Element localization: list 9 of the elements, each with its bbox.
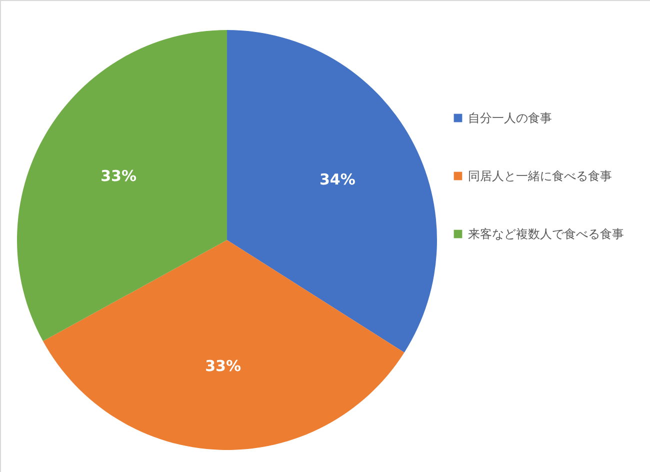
legend-label: 同居人と一緒に食べる食事 <box>468 169 612 183</box>
legend-label: 来客など複数人で食べる食事 <box>468 227 624 241</box>
pie-slice <box>227 30 437 353</box>
pie-slice <box>17 30 227 342</box>
pie-slice <box>42 240 404 450</box>
data-label: 33% <box>100 166 136 185</box>
data-label: 33% <box>205 356 241 375</box>
data-label: 34% <box>319 170 356 188</box>
legend-label: 自分一人の食事 <box>468 111 552 125</box>
